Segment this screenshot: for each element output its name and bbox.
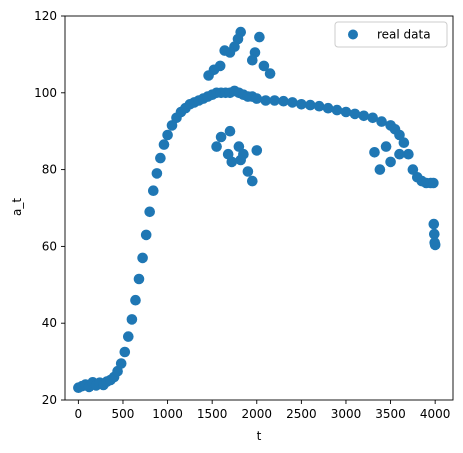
x-axis-label: t: [257, 429, 262, 443]
data-point: [211, 141, 222, 152]
data-point: [144, 206, 155, 218]
data-point: [313, 100, 325, 112]
x-tick-label: 2000: [241, 407, 272, 421]
legend-label: real data: [377, 28, 431, 42]
x-tick-label: 1500: [197, 407, 228, 421]
y-tick-label: 80: [42, 163, 57, 177]
data-point: [140, 229, 152, 241]
data-point: [331, 104, 343, 116]
data-point: [369, 147, 380, 158]
legend: real data: [334, 21, 448, 48]
data-point: [278, 95, 289, 107]
data-point: [251, 145, 263, 156]
data-point: [119, 346, 131, 358]
data-point: [403, 148, 414, 160]
data-point: [251, 93, 263, 104]
y-tick-label: 120: [34, 9, 57, 23]
data-point: [398, 137, 410, 148]
y-tick-label: 20: [42, 393, 57, 407]
legend-marker: [348, 29, 358, 40]
data-point: [148, 185, 159, 196]
data-point: [130, 294, 141, 306]
data-point: [219, 45, 230, 56]
data-point: [358, 110, 370, 122]
data-point: [155, 152, 166, 164]
data-point: [367, 112, 379, 124]
data-point: [407, 164, 419, 175]
axes-frame: [64, 15, 454, 401]
data-point: [247, 175, 258, 187]
data-point: [123, 331, 134, 342]
x-tick-label: 500: [112, 407, 135, 421]
data-point: [115, 358, 127, 369]
data-point: [247, 54, 258, 66]
data-point: [133, 273, 145, 285]
y-tick-label: 40: [42, 316, 57, 330]
data-point: [254, 31, 265, 43]
data-point: [340, 106, 352, 118]
data-point: [428, 177, 439, 189]
data-point: [380, 141, 392, 152]
data-point: [258, 60, 270, 72]
x-axis-ticks: 0 500 1000 1500 2000 2500 3000 3500 4000: [75, 400, 451, 421]
data-point: [376, 116, 387, 127]
data-point: [394, 148, 405, 160]
data-point: [222, 148, 234, 160]
data-point: [349, 108, 361, 120]
data-point: [215, 131, 227, 143]
x-tick-label: 3000: [331, 407, 362, 421]
data-point: [126, 314, 138, 325]
data-point: [287, 97, 298, 108]
x-tick-label: 0: [75, 407, 83, 421]
data-point: [260, 95, 272, 106]
data-point: [238, 148, 249, 160]
x-tick-label: 1000: [152, 407, 183, 421]
data-point: [429, 239, 441, 251]
y-axis-label: a_t: [10, 198, 24, 216]
data-point: [224, 125, 236, 137]
plot-area-border: [64, 15, 454, 401]
data-point: [203, 70, 214, 81]
data-point: [394, 129, 405, 141]
x-tick-label: 2500: [286, 407, 317, 421]
data-point: [322, 102, 334, 114]
data-point: [428, 218, 440, 230]
data-point: [162, 129, 173, 141]
data-point: [264, 68, 276, 79]
x-tick-label: 4000: [420, 407, 451, 421]
data-point: [242, 166, 254, 177]
y-axis-ticks: 20 40 60 80 100 120: [34, 9, 65, 407]
data-point: [269, 95, 280, 106]
data-points: [73, 26, 441, 394]
data-point: [296, 99, 307, 110]
data-point: [305, 99, 316, 111]
data-point: [374, 164, 386, 175]
data-point: [385, 156, 396, 168]
y-tick-label: 60: [42, 239, 57, 253]
y-tick-label: 100: [34, 86, 57, 100]
data-point: [137, 252, 148, 264]
legend-box: [334, 21, 448, 48]
data-point: [158, 139, 170, 150]
x-tick-label: 3500: [375, 407, 406, 421]
data-point: [429, 228, 440, 240]
data-point: [151, 168, 163, 179]
